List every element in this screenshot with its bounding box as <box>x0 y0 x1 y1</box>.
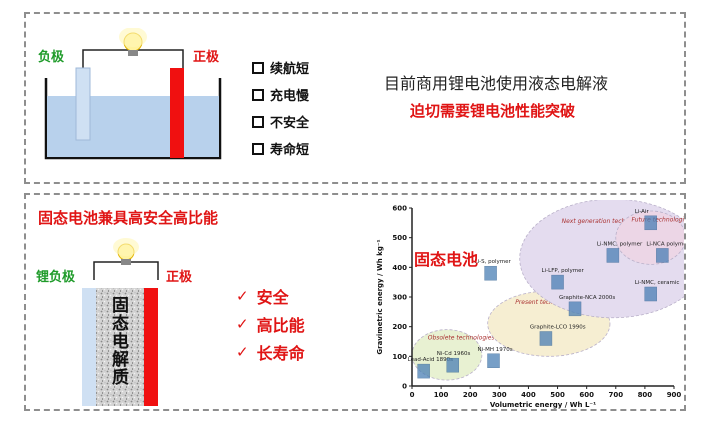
chart-point-label-2: Ni-MH 1970s <box>478 347 513 353</box>
chart-x-tick-label-8: 800 <box>638 391 653 399</box>
chart-x-tick-label-7: 700 <box>608 391 623 399</box>
check-icon: ✓ <box>236 287 249 305</box>
check-icon: ✓ <box>236 343 249 361</box>
chart-point-8 <box>644 286 657 302</box>
lithium-negative-label: 锂负极 <box>36 270 76 285</box>
chart-region-label-1: Present technologies <box>515 299 578 306</box>
chart-point-4 <box>568 301 582 317</box>
chart-point-9 <box>656 248 669 263</box>
chart-point-label-8: Li-NMC, ceramic <box>635 280 680 286</box>
chart-x-tick-label-4: 400 <box>521 391 536 399</box>
chart-region-label-3: Future technologies <box>631 217 684 224</box>
chart-region-label-2: Next generation technologies <box>562 218 651 225</box>
positive-electrode <box>170 68 184 158</box>
liquid-statement: 目前商用锂电池使用液态电解液 <box>384 74 609 93</box>
chart-x-tick-label-0: 0 <box>410 391 415 399</box>
solid-state-chart-label: 固态电池 <box>414 250 479 269</box>
chart-point-6 <box>551 274 564 290</box>
chart-y-tick-label-6: 600 <box>392 205 407 213</box>
issue-item-range: 续航短 <box>252 58 309 77</box>
electrolyte-container <box>44 78 222 160</box>
chart-point-5 <box>484 265 497 281</box>
chart-x-tick-label-6: 600 <box>579 391 594 399</box>
chart-point-label-5: Li-S, polymer <box>475 259 512 265</box>
chart-point-label-7: Li-NMC, polymer <box>597 241 643 247</box>
energy-density-chart: Obsolete technologies Present technologie… <box>376 200 684 409</box>
negative-electrode <box>75 67 91 141</box>
solid-electrolyte <box>96 288 144 406</box>
solid-state-headline: 固态电池兼具高安全高比能 <box>38 209 219 227</box>
chart-y-tick-label-0: 0 <box>402 383 407 391</box>
chart-point-label-4: Graphite-NCA 2000s <box>559 295 615 301</box>
liquid-battery-diagram <box>44 28 222 160</box>
chart-point-3 <box>539 331 553 346</box>
chart-point-7 <box>606 248 620 263</box>
chart-y-tick-label-2: 200 <box>392 323 407 331</box>
chart-x-tick-label-2: 200 <box>463 391 478 399</box>
checkbox-icon <box>252 142 264 155</box>
lithium-negative-electrode <box>82 288 96 406</box>
issue-item-lifespan: 寿命短 <box>252 139 309 158</box>
chart-x-axis-label: Volumetric energy / Wh L⁻¹ <box>490 401 596 409</box>
chart-point-label-6: Li-LFP, polymer <box>542 268 585 274</box>
chart-y-tick-label-3: 300 <box>392 294 407 302</box>
chart-y-tick-label-1: 100 <box>392 353 407 361</box>
checkbox-icon <box>252 115 264 128</box>
breakthrough-conclusion: 迫切需要锂电池性能突破 <box>410 102 576 120</box>
positive-electrode-label: 正极 <box>193 50 220 65</box>
chart-point-label-10: Li-Air <box>635 209 650 215</box>
solid-battery-diagram <box>82 238 159 406</box>
positive-electrode-label-solid: 正极 <box>166 270 193 285</box>
chart-point-label-0: Lead-Acid 1890s <box>408 357 454 363</box>
liquid-electrolyte <box>47 96 219 157</box>
positive-electrode <box>144 288 158 406</box>
chart-point-label-1: Ni-Cd 1960s <box>437 351 471 357</box>
solid-electrolyte-label: 固态电解质 <box>108 296 128 386</box>
check-icon: ✓ <box>236 315 249 333</box>
solid-state-panel <box>24 193 686 411</box>
chart-x-tick-label-5: 500 <box>550 391 565 399</box>
chart-point-10 <box>644 215 657 231</box>
chart-y-tick-label-4: 400 <box>392 264 407 272</box>
chart-y-tick-label-5: 500 <box>392 234 407 242</box>
issue-item-safety: 不安全 <box>252 112 309 131</box>
light-bulb-icon <box>119 28 147 56</box>
chart-y-axis-label: Gravimetric energy / Wh kg⁻¹ <box>376 239 384 354</box>
chart-point-0 <box>417 363 430 379</box>
chart-x-tick-label-3: 300 <box>492 391 507 399</box>
chart-point-2 <box>487 353 500 368</box>
chart-point-1 <box>446 357 460 373</box>
checkbox-icon <box>252 88 264 101</box>
chart-point-label-9: Li-NCA polymer <box>646 241 684 247</box>
benefit-item-safety: ✓ 安全 <box>236 287 289 307</box>
checkbox-icon <box>252 61 264 74</box>
benefit-item-lifespan: ✓ 长寿命 <box>236 343 305 363</box>
negative-electrode-label: 负极 <box>38 50 65 65</box>
chart-region-label-0: Obsolete technologies <box>428 335 495 342</box>
issue-item-charging: 充电慢 <box>252 85 309 104</box>
liquid-battery-panel <box>24 12 686 184</box>
chart-x-tick-label-1: 100 <box>434 391 449 399</box>
light-bulb-icon <box>113 238 139 265</box>
chart-x-tick-label-9: 900 <box>667 391 682 399</box>
benefit-item-energy: ✓ 高比能 <box>236 315 305 335</box>
chart-point-label-3: Graphite-LCO 1990s <box>530 325 586 331</box>
